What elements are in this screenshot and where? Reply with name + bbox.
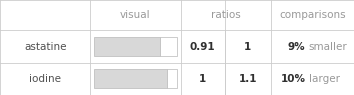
Text: 1: 1 (244, 42, 251, 52)
Text: smaller: smaller (309, 42, 348, 52)
Text: astatine: astatine (24, 42, 67, 52)
Text: ratios: ratios (211, 10, 241, 20)
Bar (160, 37, 177, 56)
Bar (94, 69, 167, 88)
Bar (94, 37, 160, 56)
Text: larger: larger (309, 74, 340, 84)
Text: iodine: iodine (29, 74, 61, 84)
Text: comparisons: comparisons (279, 10, 346, 20)
Text: 0.91: 0.91 (190, 42, 216, 52)
Bar (167, 69, 177, 88)
Text: 1.1: 1.1 (239, 74, 257, 84)
Text: 1: 1 (199, 74, 206, 84)
Text: visual: visual (120, 10, 151, 20)
Text: 9%: 9% (288, 42, 305, 52)
Text: 10%: 10% (280, 74, 305, 84)
